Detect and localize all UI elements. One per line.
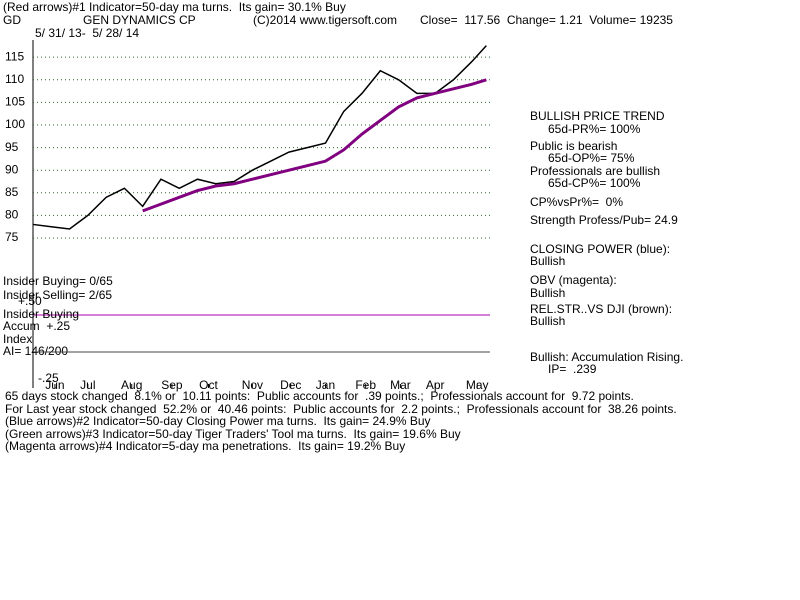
x-tick-label: Aug <box>121 378 142 392</box>
annotation: Insider Buying= 0/65 <box>3 274 113 288</box>
annotation: 65d-PR%= 100% <box>548 122 641 136</box>
annotation: Professionals are bullish <box>530 164 660 178</box>
series-line <box>142 78 487 213</box>
x-tick-label: Apr <box>426 378 445 392</box>
y-tick-label: 115 <box>5 49 24 63</box>
annotation: Insider Selling= 2/65 <box>3 288 112 302</box>
date-range: 5/ 31/ 13- 5/ 28/ 14 <box>35 26 139 40</box>
annotation: Bullish <box>530 314 565 328</box>
copyright: (C)2014 www.tigersoft.com <box>253 13 397 27</box>
annotation: Accum +.25 <box>3 319 70 333</box>
series-line <box>32 45 487 230</box>
annotation: (Red arrows)#1 Indicator=50-day ma turns… <box>3 0 346 14</box>
annotation: Public is bearish <box>530 139 617 153</box>
y-tick-label: 110 <box>5 72 24 86</box>
y-tick-label: 90 <box>5 162 19 176</box>
annotation: OBV (magenta): <box>530 273 617 287</box>
y-tick-label: 85 <box>5 185 19 199</box>
y-tick-label: 80 <box>5 208 19 222</box>
annotation: 65d-OP%= 75% <box>548 151 635 165</box>
annotation: Strength Profess/Pub= 24.9 <box>530 213 678 227</box>
y-tick-label: 75 <box>5 230 19 244</box>
annotation: IP= .239 <box>548 362 597 376</box>
annotation: -.25 <box>38 371 59 385</box>
annotation: 65d-CP%= 100% <box>548 176 641 190</box>
annotation: (Green arrows)#3 Indicator=50-day Tiger … <box>5 427 461 441</box>
x-tick-label: Nov <box>242 378 263 392</box>
annotation: (Magenta arrows)#4 Indicator=5-day ma pe… <box>5 439 405 453</box>
quote: Close= 117.56 Change= 1.21 Volume= 19235 <box>420 13 673 27</box>
x-tick-label: Feb <box>355 378 376 392</box>
annotation: 65 days stock changed 8.1% or 10.11 poin… <box>5 389 634 403</box>
annotation: (Blue arrows)#2 Indicator=50-day Closing… <box>5 414 431 428</box>
x-tick-label: Jul <box>80 378 95 392</box>
annotation: +.50 <box>18 294 42 308</box>
x-tick-label: Jan <box>316 378 335 392</box>
x-tick-label: Dec <box>280 378 301 392</box>
annotation: CP%vsPr%= 0% <box>530 195 623 209</box>
x-tick-label: Oct <box>199 378 218 392</box>
annotation: REL.STR..VS DJI (brown): <box>530 302 672 316</box>
x-tick-label: Sep <box>161 378 183 392</box>
y-tick-label: 105 <box>5 95 25 109</box>
annotation: Bullish <box>530 254 565 268</box>
y-tick-label: 100 <box>5 117 25 131</box>
annotation: Insider Buying <box>3 307 79 321</box>
x-tick-label: Mar <box>390 378 411 392</box>
ticker: GD <box>3 13 21 27</box>
x-tick-label: May <box>466 378 489 392</box>
annotation: BULLISH PRICE TREND <box>530 109 665 123</box>
annotation: AI= 146/200 <box>3 344 68 358</box>
x-tick-label: Jun <box>45 378 64 392</box>
annotation: Index <box>3 332 32 346</box>
annotation: For Last year stock changed 52.2% or 40.… <box>5 402 677 416</box>
chart-title: GEN DYNAMICS CP <box>83 13 196 27</box>
y-tick-label: 95 <box>5 140 19 154</box>
annotation: Bullish <box>530 286 565 300</box>
annotation: Bullish: Accumulation Rising. <box>530 350 683 364</box>
annotation: CLOSING POWER (blue): <box>530 242 670 256</box>
